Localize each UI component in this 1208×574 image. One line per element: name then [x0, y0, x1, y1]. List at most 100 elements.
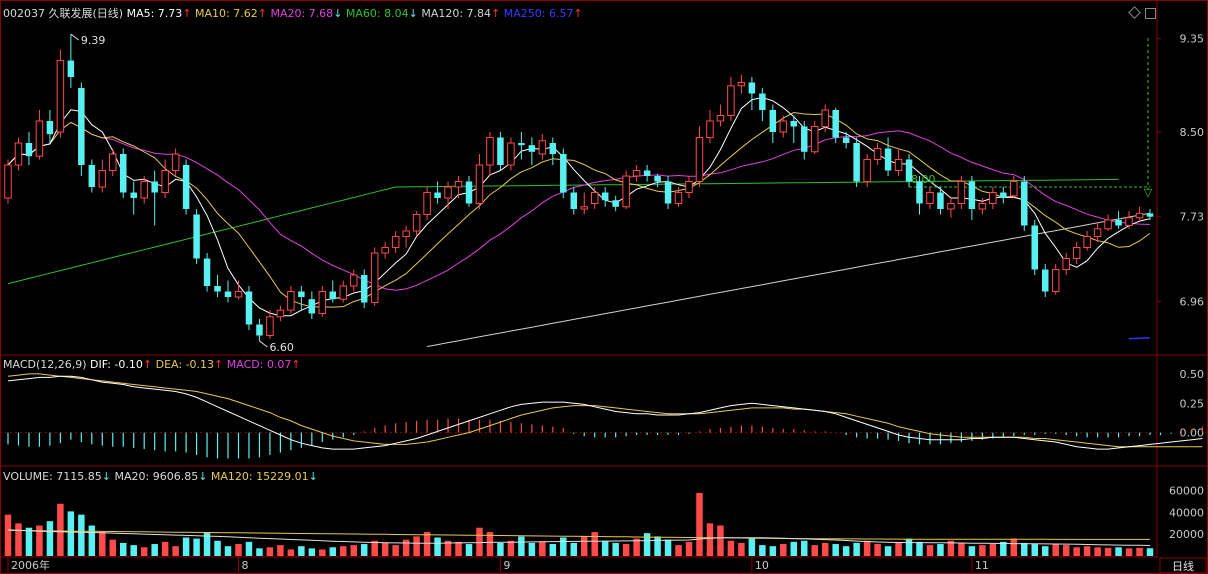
- dif-line: [7, 375, 1203, 450]
- volume-label: VOLUME: 7115.85: [3, 470, 102, 483]
- price-tick-label: 7.73: [1180, 211, 1205, 224]
- ma20-label: MA20: 7.68: [270, 7, 334, 20]
- candle-body: [695, 137, 704, 182]
- marker-arrow-icon: ▽: [1144, 186, 1153, 199]
- candle-body: [182, 165, 190, 209]
- volume-bar: [832, 544, 839, 556]
- candle-body: [4, 164, 12, 199]
- volume-bar: [958, 542, 965, 556]
- candle-body: [601, 192, 609, 201]
- candle-body: [632, 170, 641, 177]
- candle-body: [538, 140, 547, 155]
- candle-body: [56, 60, 65, 133]
- volume-bar: [612, 542, 619, 556]
- price-tick-label: 8.50: [1180, 126, 1205, 139]
- candle-body: [570, 192, 578, 209]
- volume-bar: [874, 544, 881, 556]
- vol-ma20-arrow: ↓: [198, 470, 208, 483]
- candle-body: [989, 192, 997, 204]
- volume-bar: [895, 542, 902, 556]
- candle-body: [727, 85, 735, 117]
- candle-body: [475, 164, 484, 204]
- candle-body: [14, 142, 23, 166]
- maximize-icon[interactable]: [1145, 8, 1156, 19]
- candle-body: [810, 126, 819, 153]
- volume-bar: [947, 540, 955, 556]
- volume-bar: [465, 544, 473, 556]
- ma120-line: [427, 212, 1151, 347]
- vol-ma20-line: [7, 529, 1151, 546]
- volume-bar: [570, 542, 578, 556]
- candle-body: [88, 165, 96, 187]
- candle-body: [1051, 269, 1060, 292]
- volume-bar: [539, 541, 546, 556]
- volume-bar: [4, 514, 12, 556]
- candle-body: [1000, 192, 1007, 198]
- candle-body: [391, 236, 400, 248]
- ma10-arrow: ↑: [257, 7, 267, 20]
- volume-bar: [801, 540, 808, 556]
- volume-bar: [402, 539, 410, 556]
- volume-bar: [780, 544, 787, 556]
- volume-bar: [266, 547, 274, 556]
- candle-body: [685, 181, 693, 193]
- low-pointer: [259, 340, 268, 348]
- candle-body: [35, 120, 44, 157]
- candle-body: [318, 291, 327, 314]
- volume-bar: [381, 542, 389, 556]
- candle-body: [214, 286, 221, 292]
- volume-bar: [25, 527, 33, 556]
- volume-bar: [392, 545, 399, 556]
- candle-body: [67, 60, 75, 77]
- volume-bar: [413, 536, 420, 556]
- vol-ma120-line: [7, 529, 1150, 540]
- volume-bar: [759, 545, 766, 556]
- volume-tick-label: 20000: [1169, 528, 1204, 541]
- candle-body: [402, 230, 410, 237]
- candle-body: [119, 154, 127, 193]
- volume-bar: [717, 525, 724, 556]
- candle-body: [1031, 225, 1039, 270]
- volume-bar: [1021, 542, 1028, 556]
- candle-body: [25, 143, 33, 157]
- candle-body: [298, 291, 305, 297]
- macd-panel-header: MACD(12,26,9) DIF: -0.10↑ DEA: -0.13↑ MA…: [3, 358, 301, 372]
- volume-bar: [1136, 547, 1143, 556]
- candle-body: [130, 192, 137, 198]
- candle-body: [151, 181, 158, 193]
- ma60-label: MA60: 8.04: [345, 7, 409, 20]
- volume-panel-header: VOLUME: 7115.85↓ MA20: 9606.85↓ MA120: 1…: [3, 470, 318, 484]
- ma10-label: MA10: 7.62: [195, 7, 258, 20]
- volume-bar: [182, 537, 190, 556]
- candle-body: [968, 181, 976, 209]
- volume-bar: [518, 536, 525, 556]
- ma10-line: [7, 111, 1151, 308]
- volume-bar: [1104, 547, 1112, 556]
- macd-title: MACD(12,26,9): [3, 358, 87, 371]
- candle-body: [193, 214, 200, 259]
- volume-bar: [622, 544, 630, 556]
- candle-body: [622, 175, 630, 208]
- volume-bar: [1146, 548, 1154, 556]
- volume-bar: [57, 503, 64, 556]
- candle-body: [109, 153, 117, 171]
- candle-body: [706, 120, 714, 138]
- candle-body: [78, 88, 85, 165]
- period-button[interactable]: 日线: [1172, 559, 1194, 573]
- volume-bar: [979, 545, 986, 556]
- high-pointer: [70, 33, 80, 41]
- volume-bar: [15, 523, 22, 556]
- macd-label: MACD: 0.07: [226, 358, 292, 371]
- candle-body: [454, 181, 463, 188]
- volume-bar: [67, 511, 75, 556]
- volume-bar: [769, 546, 777, 556]
- volume-bar: [46, 521, 54, 556]
- vol-ma120-arrow: ↓: [308, 470, 318, 483]
- volume-bar: [664, 539, 672, 556]
- candle-body: [863, 159, 871, 182]
- candle-body: [224, 291, 232, 297]
- volume-bar: [507, 540, 515, 556]
- candle-body: [674, 192, 683, 204]
- candle-body: [370, 252, 379, 303]
